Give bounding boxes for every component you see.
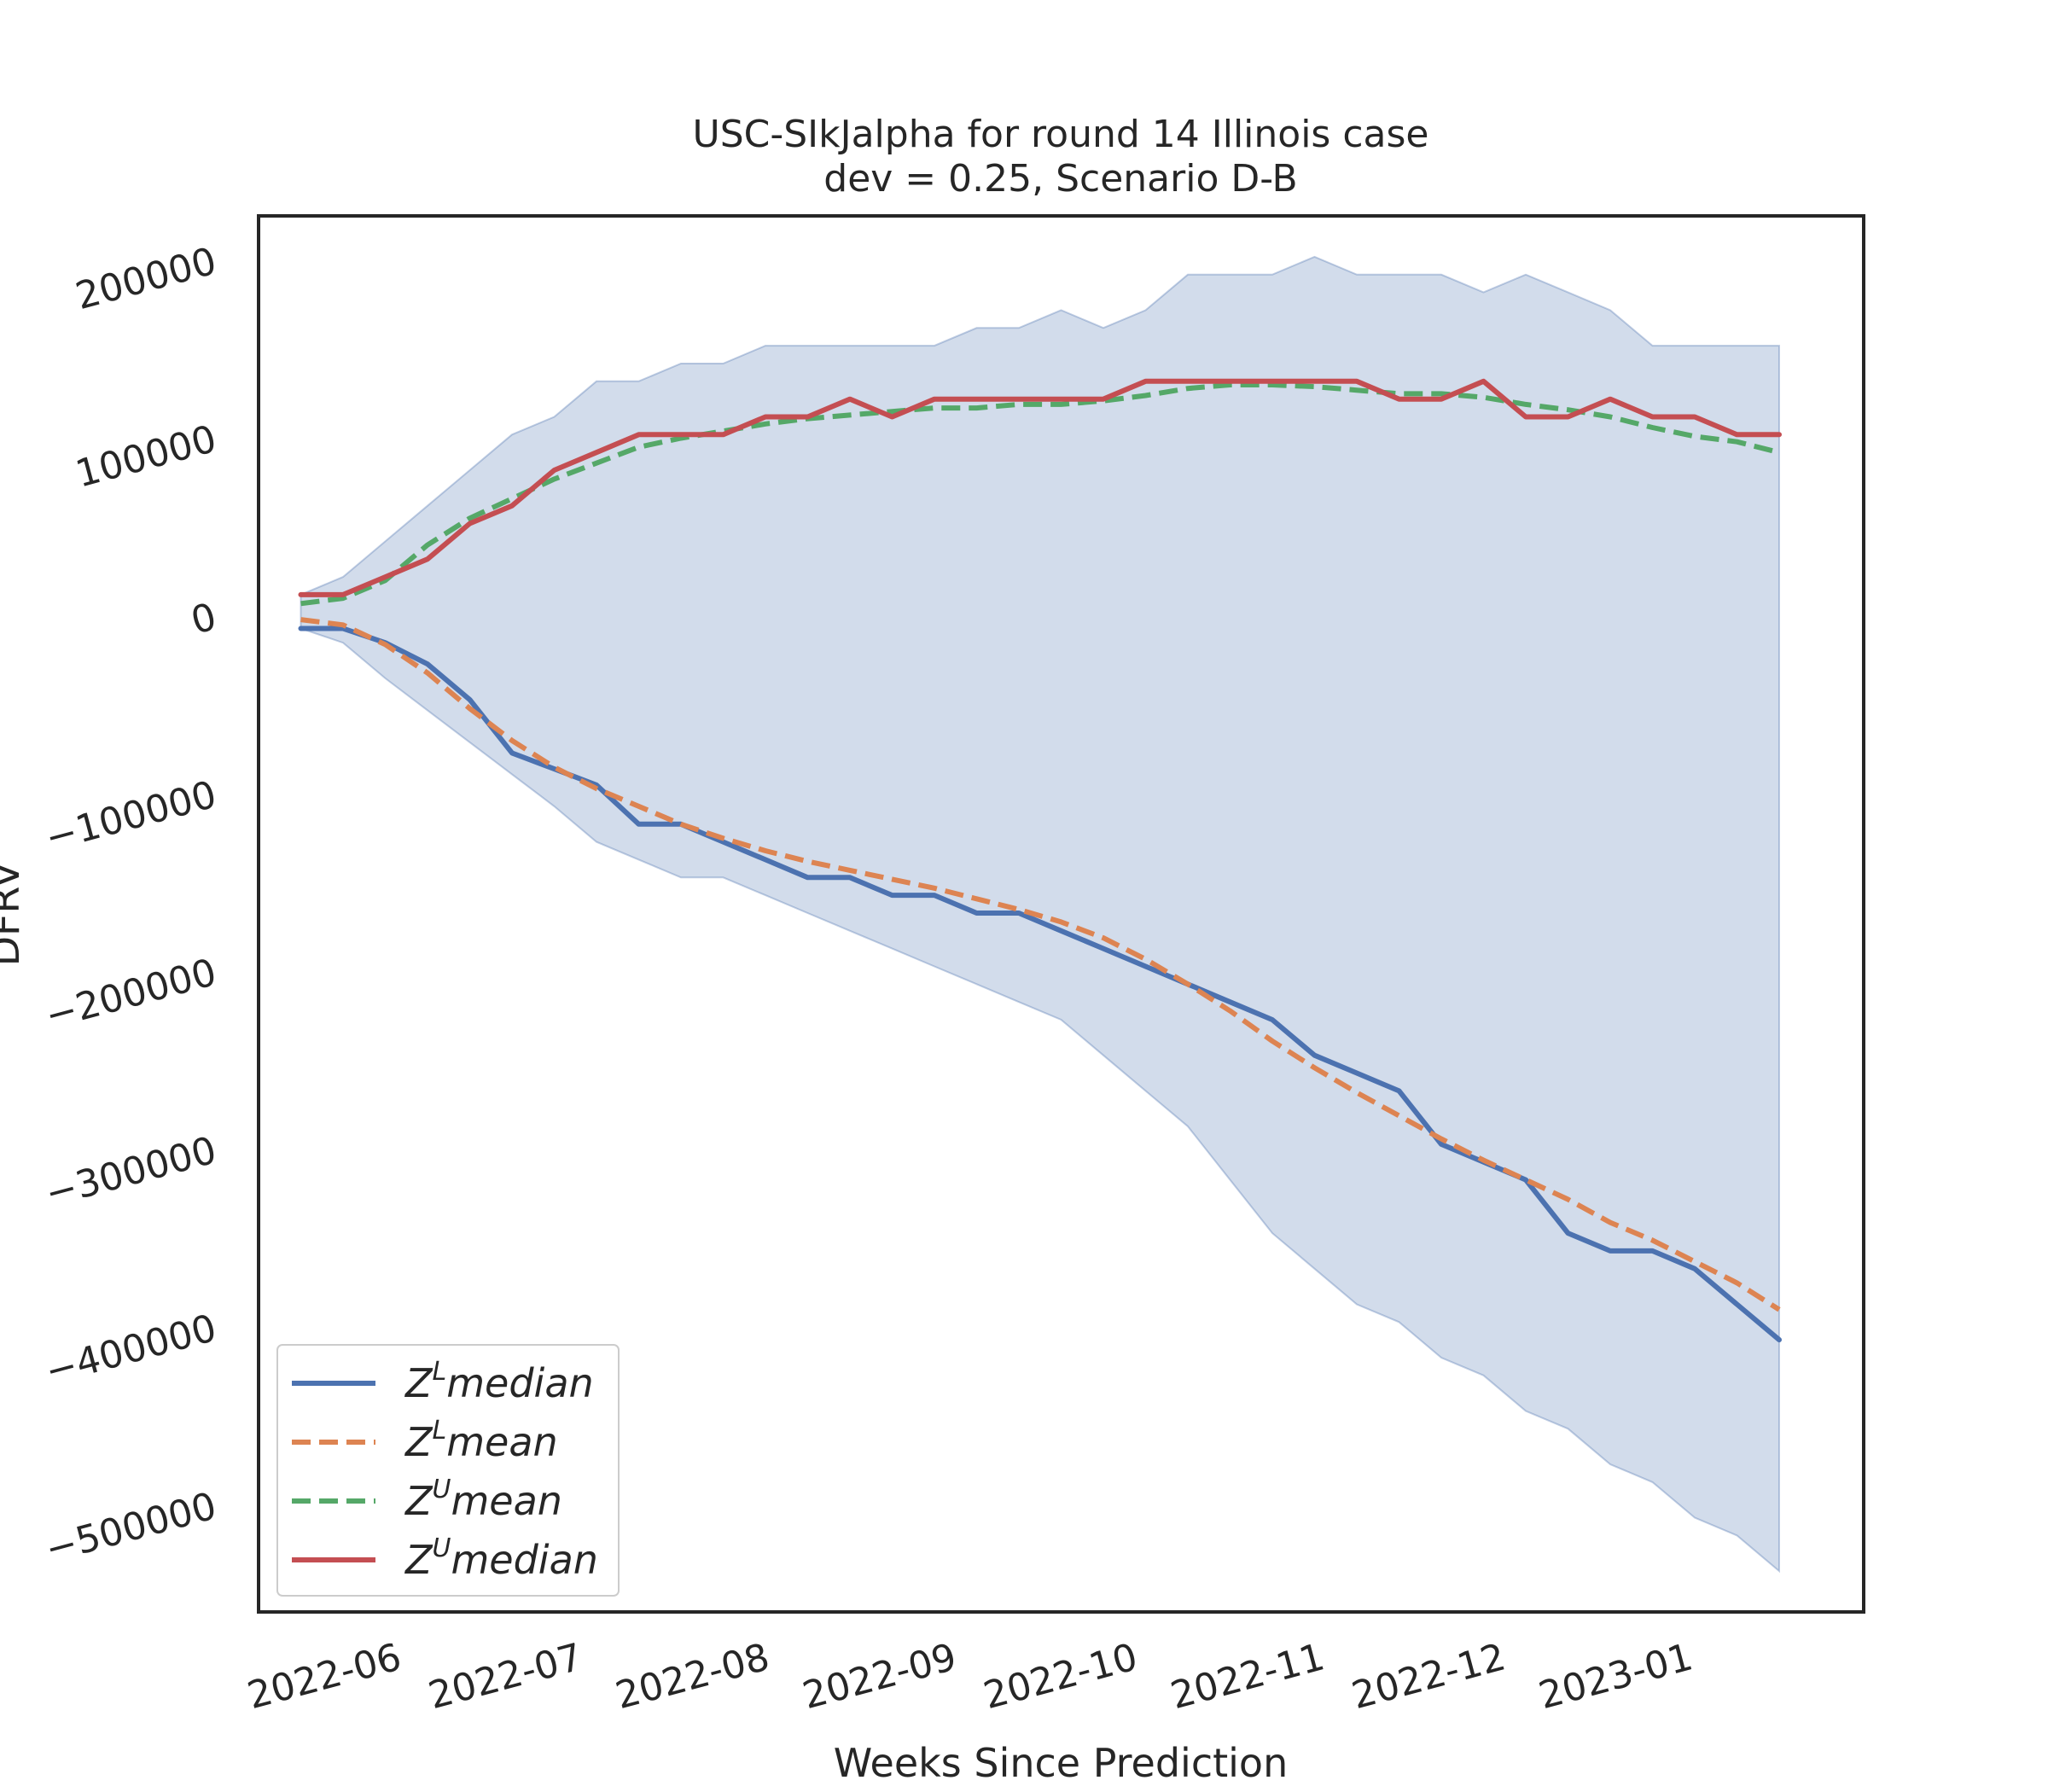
- x-tick-label: 2022-06: [243, 1635, 406, 1718]
- y-axis-label: DFRV: [0, 861, 28, 966]
- y-tick-label: −200000: [41, 951, 221, 1038]
- zu-mean-line: [300, 382, 1780, 607]
- y-axis-ticks: 200000 100000 0 −100000 −200000 −300000 −40000…: [41, 239, 221, 1571]
- x-tick-label: 2022-10: [979, 1635, 1142, 1718]
- chart-title: USC-SIkJalpha for round 14 Illinois case: [693, 113, 1429, 156]
- zu-median-line: [298, 378, 1782, 597]
- y-tick-label: −300000: [41, 1128, 221, 1215]
- x-axis-ticks: 2022-06 2022-07 2022-08 2022-09 2022-10 2022-…: [243, 1635, 1697, 1718]
- x-tick-label: 2022-09: [798, 1635, 961, 1718]
- x-axis-label: Weeks Since Prediction: [834, 1740, 1288, 1786]
- chart-subtitle: dev = 0.25, Scenario D-B: [823, 157, 1297, 201]
- x-tick-label: 2022-08: [611, 1635, 774, 1718]
- zl-median-line: [298, 625, 1782, 1343]
- legend-box: [276, 1344, 620, 1597]
- plot-area: [298, 255, 1782, 1574]
- y-tick-label: −400000: [41, 1306, 221, 1393]
- legend-entry-zl-mean: ZLmean: [404, 1416, 558, 1465]
- plot-frame: [257, 214, 1865, 1614]
- x-tick-label: 2023-01: [1534, 1635, 1697, 1718]
- y-tick-label: −100000: [41, 773, 221, 860]
- legend-entry-zu-median: ZUmedian: [404, 1533, 598, 1583]
- legend-entry-zu-mean: ZUmean: [404, 1475, 562, 1524]
- y-tick-label: 100000: [71, 417, 220, 497]
- legend: ZLmedian ZLmean ZUmean ZUmedian: [276, 1344, 620, 1597]
- x-tick-label: 2022-12: [1347, 1635, 1510, 1718]
- y-tick-label: 0: [187, 595, 221, 643]
- y-tick-label: −500000: [41, 1484, 221, 1571]
- zl-mean-line: [300, 617, 1781, 1312]
- x-tick-label: 2022-11: [1167, 1635, 1329, 1718]
- y-tick-label: 200000: [71, 239, 220, 318]
- x-tick-label: 2022-07: [424, 1635, 587, 1718]
- legend-entry-zl-median: ZLmedian: [404, 1357, 594, 1406]
